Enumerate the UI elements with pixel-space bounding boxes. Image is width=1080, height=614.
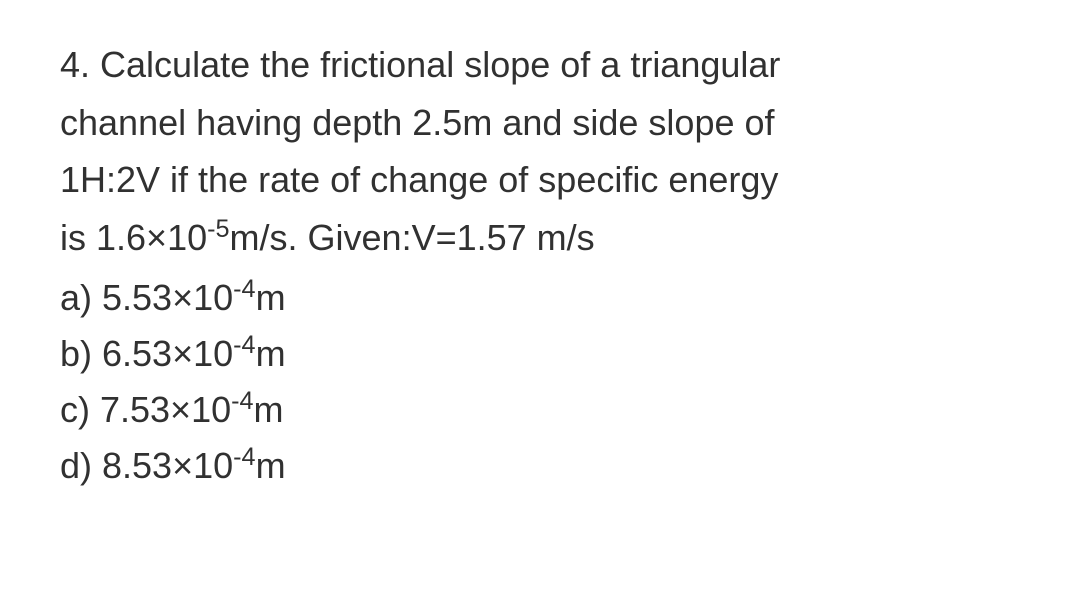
option-a-exponent: -4 bbox=[233, 275, 255, 303]
option-a-label: a) 5.53×10 bbox=[60, 277, 233, 318]
option-b-label: b) 6.53×10 bbox=[60, 333, 233, 374]
option-d-label: d) 8.53×10 bbox=[60, 445, 233, 486]
question-line-1: 4. Calculate the frictional slope of a t… bbox=[60, 36, 1020, 94]
option-b: b) 6.53×10-4m bbox=[60, 326, 1020, 382]
question-line-4: is 1.6×10-5m/s. Given:V=1.57 m/s bbox=[60, 209, 1020, 267]
option-c-label: c) 7.53×10 bbox=[60, 389, 231, 430]
option-c-unit: m bbox=[254, 389, 284, 430]
option-a-unit: m bbox=[256, 277, 286, 318]
question-line-4-exponent: -5 bbox=[207, 215, 229, 243]
question-line-3: 1H:2V if the rate of change of specific … bbox=[60, 151, 1020, 209]
option-d-unit: m bbox=[256, 445, 286, 486]
question-text: 4. Calculate the frictional slope of a t… bbox=[60, 36, 1020, 266]
question-line-2: channel having depth 2.5m and side slope… bbox=[60, 94, 1020, 152]
option-a: a) 5.53×10-4m bbox=[60, 270, 1020, 326]
option-b-exponent: -4 bbox=[233, 331, 255, 359]
option-b-unit: m bbox=[256, 333, 286, 374]
option-d-exponent: -4 bbox=[233, 443, 255, 471]
question-container: 4. Calculate the frictional slope of a t… bbox=[60, 36, 1020, 494]
question-line-4-part2: m/s. Given:V=1.57 m/s bbox=[230, 217, 595, 258]
option-c-exponent: -4 bbox=[231, 387, 253, 415]
option-d: d) 8.53×10-4m bbox=[60, 438, 1020, 494]
option-c: c) 7.53×10-4m bbox=[60, 382, 1020, 438]
question-line-4-part1: is 1.6×10 bbox=[60, 217, 207, 258]
